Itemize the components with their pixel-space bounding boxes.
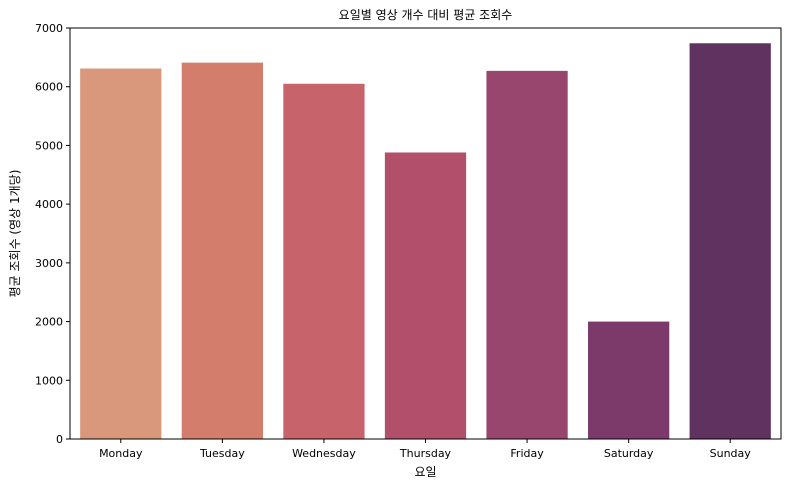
bar-thursday [384, 152, 467, 439]
y-tick-label: 4000 [35, 198, 63, 211]
bar-wednesday [283, 83, 365, 440]
chart-title: 요일별 영상 개수 대비 평균 조회수 [339, 8, 513, 22]
bars-group [80, 43, 771, 440]
x-tick-label: Wednesday [292, 447, 356, 460]
x-axis-ticks: Monday Tuesday Wednesday Thursday Friday Satu… [99, 439, 751, 460]
x-tick-label: Friday [510, 447, 544, 460]
y-axis-label: 평균 조회수 (영상 1개당) [8, 170, 22, 298]
x-tick-label: Monday [99, 447, 143, 460]
x-tick-label: Tuesday [199, 447, 245, 460]
y-tick-label: 5000 [35, 139, 63, 152]
y-tick-label: 1000 [35, 374, 63, 387]
plot-frame [69, 27, 782, 440]
x-tick-label: Thursday [399, 447, 452, 460]
y-tick-label: 6000 [35, 81, 63, 94]
bar-saturday [588, 321, 670, 439]
bar-friday [486, 70, 568, 440]
y-tick-label: 0 [56, 433, 63, 446]
x-tick-label: Sunday [710, 447, 752, 460]
bar-monday [80, 68, 162, 440]
x-axis-label: 요일 [414, 465, 436, 479]
bar-tuesday [181, 62, 263, 440]
bar-sunday [689, 43, 771, 439]
y-tick-label: 7000 [35, 22, 63, 35]
x-tick-label: Saturday [604, 447, 654, 460]
y-axis-ticks: 0 1000 2000 3000 4000 5000 6000 7000 [35, 22, 70, 446]
y-tick-label: 2000 [35, 316, 63, 329]
y-tick-label: 3000 [35, 257, 63, 270]
